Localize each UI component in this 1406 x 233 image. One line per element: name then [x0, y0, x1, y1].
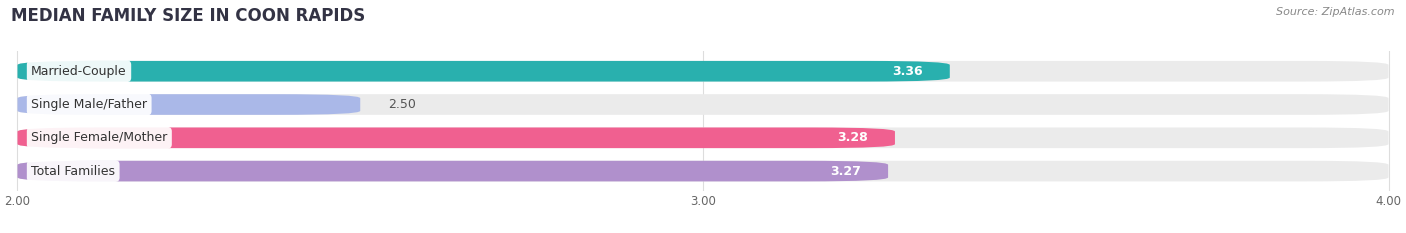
- Text: Source: ZipAtlas.com: Source: ZipAtlas.com: [1277, 7, 1395, 17]
- FancyBboxPatch shape: [17, 61, 1389, 82]
- Text: MEDIAN FAMILY SIZE IN COON RAPIDS: MEDIAN FAMILY SIZE IN COON RAPIDS: [11, 7, 366, 25]
- Text: Total Families: Total Families: [31, 164, 115, 178]
- Text: Single Male/Father: Single Male/Father: [31, 98, 148, 111]
- Text: Single Female/Mother: Single Female/Mother: [31, 131, 167, 144]
- FancyBboxPatch shape: [17, 61, 950, 82]
- Text: 3.36: 3.36: [891, 65, 922, 78]
- FancyBboxPatch shape: [17, 161, 1389, 182]
- Text: Married-Couple: Married-Couple: [31, 65, 127, 78]
- FancyBboxPatch shape: [17, 127, 896, 148]
- FancyBboxPatch shape: [17, 127, 1389, 148]
- FancyBboxPatch shape: [17, 161, 889, 182]
- Text: 2.50: 2.50: [388, 98, 416, 111]
- Text: 3.27: 3.27: [830, 164, 860, 178]
- FancyBboxPatch shape: [17, 94, 1389, 115]
- Text: 3.28: 3.28: [837, 131, 868, 144]
- FancyBboxPatch shape: [17, 94, 360, 115]
